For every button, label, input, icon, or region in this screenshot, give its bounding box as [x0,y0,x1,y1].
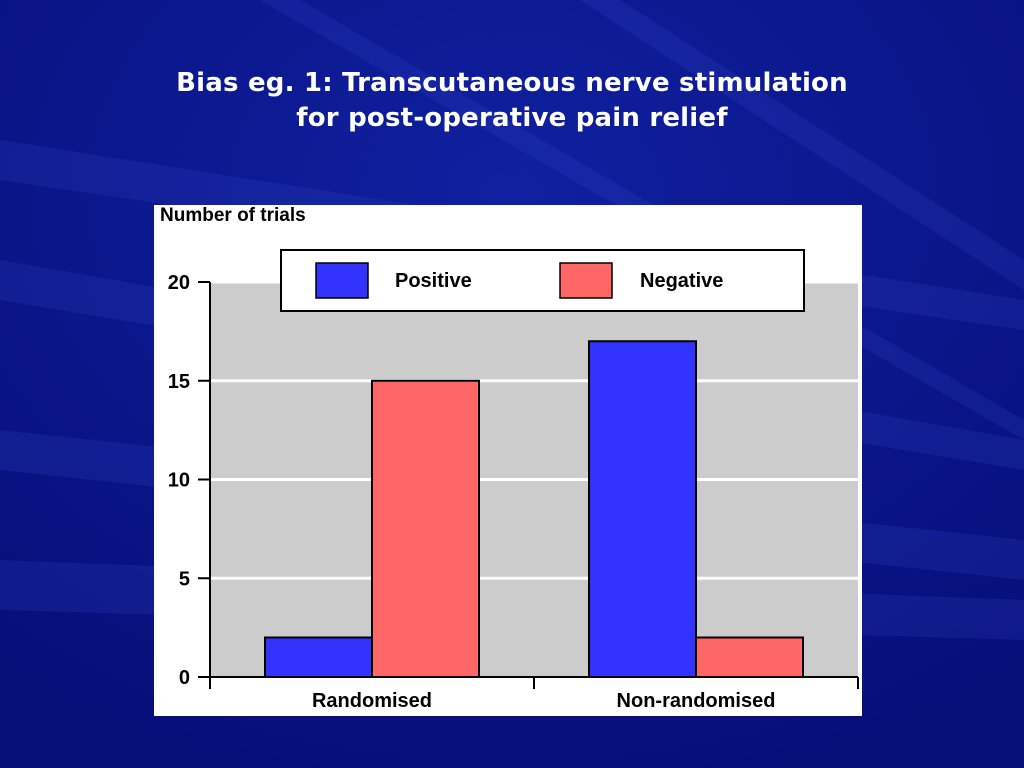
legend-swatch-positive [315,262,369,299]
slide-title-line-1: Bias eg. 1: Transcutaneous nerve stimula… [176,68,848,98]
bar-positive-non-randomised [588,340,697,678]
bar-negative-non-randomised [695,636,804,678]
slide-title: Bias eg. 1: Transcutaneous nerve stimula… [112,66,912,136]
y-axis-label: Number of trials [160,205,306,226]
bar-positive-randomised [264,636,373,678]
bar-chart: 0 5 10 15 20 Randomised Non-randomised Number… [154,205,862,716]
bar-chart-svg: 0 5 10 15 20 Randomised Non-randomised Number… [160,205,859,712]
x-tick-label-non-randomised: Non-randomised [617,690,776,712]
y-tick-label-10: 10 [168,470,190,492]
legend: Positive Negative [280,249,805,312]
x-tick-label-randomised: Randomised [312,690,432,712]
slide-title-line-2: for post-operative pain relief [296,103,728,133]
bar-negative-randomised [371,379,480,678]
bars [264,340,804,678]
x-tick-labels: Randomised Non-randomised [312,690,775,712]
y-tick-label-5: 5 [179,568,190,590]
y-tick-label-0: 0 [179,667,190,689]
y-tick-label-15: 15 [168,371,190,393]
y-tick-label-20: 20 [168,272,190,294]
axes [198,281,859,689]
legend-label-negative: Negative [640,270,723,292]
y-tick-labels: 0 5 10 15 20 [168,272,190,689]
legend-swatch-negative [559,262,613,299]
legend-label-positive: Positive [395,270,472,292]
